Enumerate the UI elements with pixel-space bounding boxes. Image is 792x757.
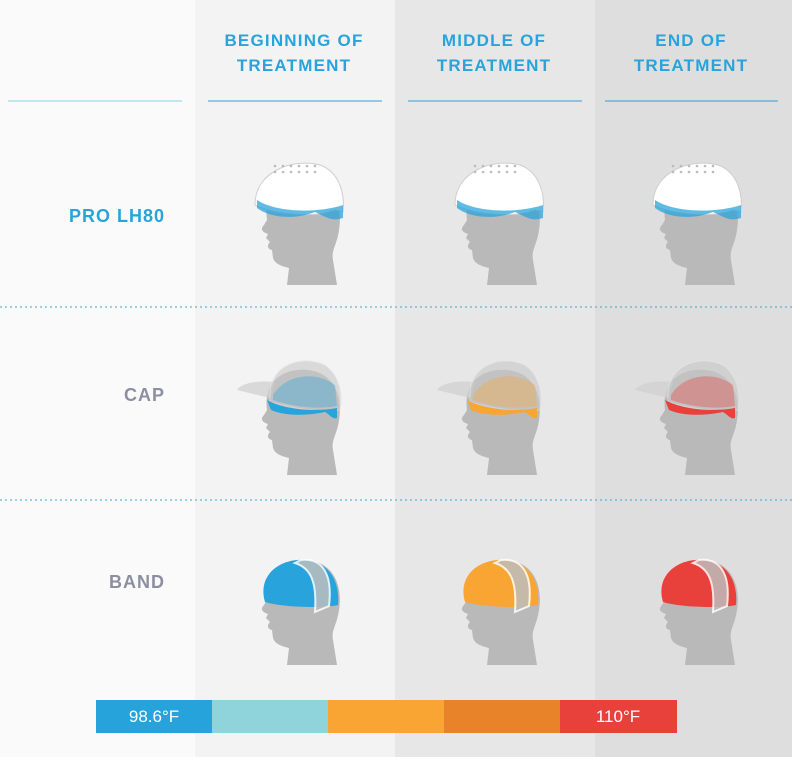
vent [481, 170, 485, 174]
vent [711, 164, 715, 168]
vent [281, 164, 285, 168]
band-strap [690, 558, 729, 614]
head-illustration [652, 162, 742, 285]
vent [297, 170, 301, 174]
column-header: TREATMENT [237, 56, 351, 75]
band-strap [292, 558, 331, 614]
vent [513, 164, 517, 168]
vent [513, 170, 517, 174]
vent [273, 164, 277, 168]
cap-visor [237, 381, 275, 398]
column-header: MIDDLE OF [442, 31, 546, 50]
head-illustration [659, 558, 738, 665]
head-illustration [437, 360, 542, 475]
vent [687, 170, 691, 174]
vent [679, 170, 683, 174]
vent [313, 164, 317, 168]
head-illustration [461, 558, 540, 665]
scale-segment [560, 700, 677, 733]
cap-visor [635, 381, 673, 398]
column-header: BEGINNING OF [224, 31, 363, 50]
vent [703, 164, 707, 168]
column-header: TREATMENT [437, 56, 551, 75]
head-illustration [454, 162, 544, 285]
cap-crown [269, 360, 342, 411]
vent [497, 170, 501, 174]
row-label: PRO LH80 [69, 206, 165, 226]
vent [505, 170, 509, 174]
vent [489, 170, 493, 174]
band-strap [492, 558, 531, 614]
vent [305, 170, 309, 174]
vent [679, 164, 683, 168]
vent [711, 170, 715, 174]
scale-label: 110°F [596, 707, 640, 726]
head-illustration [261, 558, 340, 665]
vent [273, 170, 277, 174]
cap-band [665, 400, 735, 419]
scale-segment [444, 700, 561, 733]
cap-crown [469, 360, 542, 411]
helmet-rim [457, 200, 543, 220]
row-label: CAP [124, 385, 165, 405]
scale-segment [212, 700, 329, 733]
vent [289, 170, 293, 174]
helmet-rim [655, 200, 741, 220]
cap-band [267, 400, 337, 419]
head-illustration [635, 360, 740, 475]
vent [671, 164, 675, 168]
vent [497, 164, 501, 168]
vent [687, 164, 691, 168]
cap-tint [671, 376, 735, 408]
vent [505, 164, 509, 168]
cap-tint [473, 376, 537, 408]
vent [671, 170, 675, 174]
column-bg [0, 0, 195, 757]
vent [695, 170, 699, 174]
cap-visor [437, 381, 475, 398]
row-label: BAND [109, 572, 165, 592]
scale-label: 98.6°F [129, 707, 179, 726]
cap-crown [667, 360, 740, 411]
vent [481, 164, 485, 168]
cap-band [467, 400, 537, 419]
vent [281, 170, 285, 174]
vent [695, 164, 699, 168]
vent [289, 164, 293, 168]
head-illustration [237, 360, 342, 475]
scale-segment [328, 700, 445, 733]
column-header: TREATMENT [634, 56, 748, 75]
column-header: END OF [655, 31, 726, 50]
illustrations [237, 162, 742, 665]
head-illustration [254, 162, 344, 285]
cap-tint [273, 376, 337, 408]
vent [297, 164, 301, 168]
vent [703, 170, 707, 174]
vent [489, 164, 493, 168]
vent [313, 170, 317, 174]
vent [473, 164, 477, 168]
vent [305, 164, 309, 168]
scale-segment [96, 700, 213, 733]
vent [473, 170, 477, 174]
helmet-rim [257, 200, 343, 220]
